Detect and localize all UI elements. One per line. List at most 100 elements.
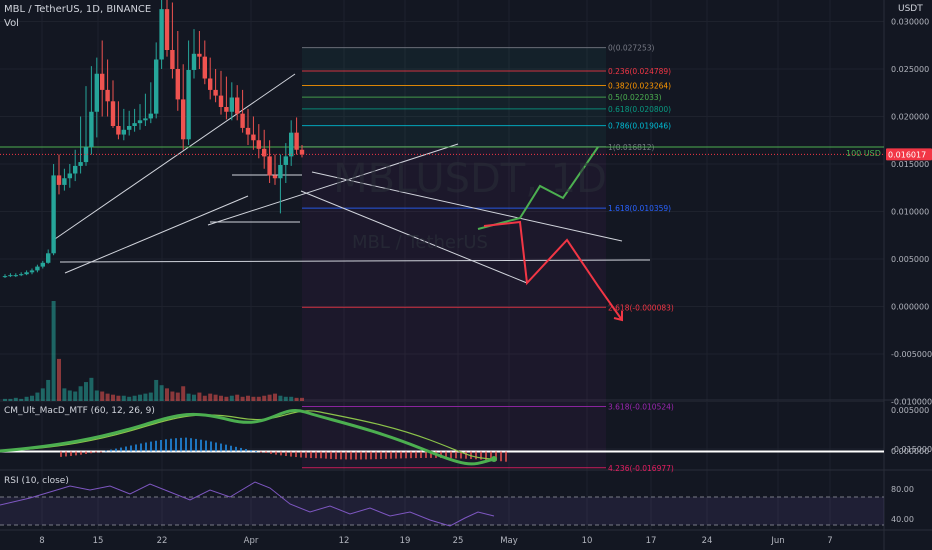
volume-bar xyxy=(246,395,250,401)
candle-body xyxy=(229,97,234,112)
macd-histogram-bar xyxy=(175,438,177,452)
projection-down-path xyxy=(483,220,623,321)
volume-bar xyxy=(267,394,272,401)
macd-histogram-bar xyxy=(280,451,282,456)
macd-histogram-bar xyxy=(430,451,432,458)
candle-body xyxy=(89,111,94,147)
volume-bar xyxy=(229,395,234,401)
macd-histogram-bar xyxy=(260,451,262,453)
macd-histogram-bar xyxy=(330,451,332,459)
time-tick-label: 15 xyxy=(93,536,104,546)
macd-histogram-bar xyxy=(490,451,492,461)
candle-body xyxy=(24,272,29,275)
candle-body xyxy=(181,99,186,140)
macd-histogram-bar xyxy=(310,451,312,459)
symbol-title[interactable]: MBL / TetherUS, 1D, BINANCE xyxy=(4,4,152,15)
macd-histogram-bar xyxy=(170,438,172,452)
volume-bar xyxy=(127,396,132,401)
macd-histogram-bar xyxy=(375,451,377,460)
volume-bar xyxy=(8,398,13,401)
volume-label[interactable]: Vol xyxy=(4,18,19,29)
fib-level-label: 0.786(0.019046) xyxy=(608,122,671,131)
candle-body xyxy=(62,178,67,185)
volume-bar xyxy=(13,397,18,401)
macd-title[interactable]: CM_Ult_MacD_MTF (60, 12, 26, 9) xyxy=(4,406,155,416)
volume-bar xyxy=(78,386,83,401)
macd-histogram-bar xyxy=(480,451,482,460)
macd-histogram-bar xyxy=(250,450,252,452)
time-tick-label: Apr xyxy=(244,536,259,546)
volume-bar xyxy=(294,397,299,401)
rsi-band xyxy=(0,497,884,525)
candle-body xyxy=(154,59,159,114)
volume-bar xyxy=(30,395,34,401)
candle-body xyxy=(278,164,283,179)
volume-bar xyxy=(159,385,164,401)
macd-histogram-bar xyxy=(315,451,317,459)
macd-histogram-bar xyxy=(380,451,382,460)
volume-bar xyxy=(3,398,7,401)
trend-drawings: 100 USD xyxy=(0,73,884,322)
volume-bar xyxy=(84,382,88,401)
candle-body xyxy=(29,270,35,273)
volume-bar xyxy=(132,395,137,401)
macd-histogram-bar xyxy=(325,451,327,459)
volume-bar xyxy=(181,386,186,401)
macd-histogram-bar xyxy=(395,451,397,459)
candle-body xyxy=(127,126,132,130)
candle-body xyxy=(19,274,24,276)
candle-body xyxy=(164,9,170,50)
macd-histogram-bar xyxy=(195,438,197,452)
candle-body xyxy=(100,73,105,90)
volume-bar xyxy=(154,379,159,401)
macd-histogram-bar xyxy=(285,451,287,456)
macd-histogram-bar xyxy=(295,451,297,458)
macd-histogram-bar xyxy=(135,444,137,452)
macd-histogram-bar xyxy=(465,451,467,459)
candle-body xyxy=(267,156,272,176)
rsi-pane xyxy=(0,481,884,527)
macd-histogram-bar xyxy=(505,451,507,462)
volume-bar xyxy=(240,396,245,401)
macd-histogram-bar xyxy=(240,447,242,452)
price-tick-label: 0.010000 xyxy=(891,208,929,217)
rsi-title[interactable]: RSI (10, close) xyxy=(4,476,69,486)
macd-histogram-bar xyxy=(160,439,162,452)
fib-level-label: 0.236(0.024789) xyxy=(608,67,671,76)
volume-bar xyxy=(251,396,256,401)
candle-body xyxy=(78,162,83,166)
macd-histogram-bar xyxy=(150,441,152,452)
fib-level-label: 3.618(-0.010524) xyxy=(608,402,674,411)
candle-body xyxy=(240,113,245,128)
candle-body xyxy=(83,146,89,163)
candle-body xyxy=(2,276,8,278)
projection-up-path xyxy=(477,146,599,230)
volume-bar xyxy=(219,395,223,401)
volume-bar xyxy=(121,395,126,401)
volume-bar xyxy=(283,396,288,401)
candle-body xyxy=(67,173,72,179)
currency-label: USDT xyxy=(898,4,923,14)
candle-body xyxy=(137,120,143,124)
macd-histogram-bar xyxy=(75,451,77,456)
time-tick-label: 10 xyxy=(582,536,593,546)
macd-histogram-bar xyxy=(475,451,477,460)
macd-histogram-bar xyxy=(485,451,487,460)
macd-histogram-bar xyxy=(420,451,422,458)
price-tick-label: -0.005000 xyxy=(891,350,932,359)
price-tick-label: 0.015000 xyxy=(891,160,929,169)
volume-bar xyxy=(35,392,40,401)
projection-down-arrowhead xyxy=(613,311,623,322)
volume-bar xyxy=(19,398,24,401)
candle-body xyxy=(8,275,13,277)
candle-body xyxy=(218,95,224,107)
price-tick-label: 0.030000 xyxy=(891,18,929,27)
macd-histogram-bar xyxy=(305,451,307,458)
volume-bar xyxy=(278,395,283,401)
macd-histogram-bar xyxy=(425,451,427,458)
macd-histogram-bar xyxy=(145,442,147,452)
candle-body xyxy=(148,113,153,119)
time-tick-label: May xyxy=(500,536,518,546)
